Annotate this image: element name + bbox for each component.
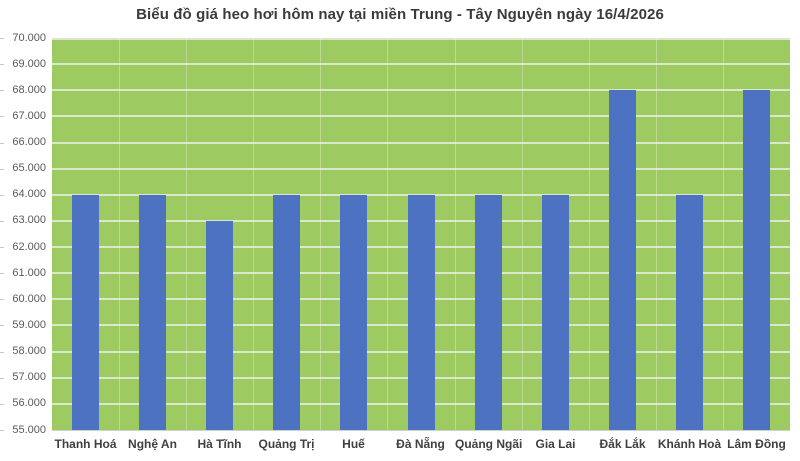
category-separator xyxy=(656,38,657,430)
y-tick-label: 59.000 xyxy=(12,319,46,331)
y-tick-label: 62.000 xyxy=(12,241,46,253)
x-tick-label: Gia Lai xyxy=(535,437,576,451)
y-tick-mark xyxy=(0,273,4,274)
x-tick-label: Lâm Đồng xyxy=(727,437,786,451)
y-tick-mark xyxy=(0,247,4,248)
x-tick-label: Quảng Ngãi xyxy=(455,437,523,451)
y-gridline xyxy=(52,168,790,170)
y-tick-label: 66.000 xyxy=(12,136,46,148)
bar-huế xyxy=(340,195,367,430)
y-gridline xyxy=(52,63,790,65)
y-tick-mark xyxy=(0,325,4,326)
chart-title: Biểu đồ giá heo hơi hôm nay tại miền Tru… xyxy=(136,6,664,23)
category-separator xyxy=(119,38,120,430)
x-tick-label: Đắk Lắk xyxy=(599,437,646,451)
y-tick-mark xyxy=(0,195,4,196)
x-tick-label: Thanh Hoá xyxy=(54,437,117,451)
plot-area xyxy=(52,38,790,430)
y-tick-label: 55.000 xyxy=(12,424,46,436)
x-tick-label: Đà Nẵng xyxy=(396,437,445,451)
bar-thanh-hoá xyxy=(72,195,99,430)
x-tick-label: Khánh Hoà xyxy=(657,437,722,451)
y-tick-mark xyxy=(0,116,4,117)
bar-quảng-ngãi xyxy=(475,195,502,430)
y-tick-mark xyxy=(0,38,4,39)
category-separator xyxy=(387,38,388,430)
y-tick-label: 68.000 xyxy=(12,84,46,96)
x-axis-line xyxy=(52,430,790,431)
y-tick-mark xyxy=(0,169,4,170)
y-tick-label: 57.000 xyxy=(12,371,46,383)
category-separator xyxy=(320,38,321,430)
bar-đắk-lắk xyxy=(609,90,636,430)
y-gridline xyxy=(52,38,790,40)
x-tick-label: Nghệ An xyxy=(128,437,177,451)
y-tick-label: 56.000 xyxy=(12,397,46,409)
y-tick-label: 65.000 xyxy=(12,162,46,174)
y-tick-mark xyxy=(0,299,4,300)
bar-khánh-hoà xyxy=(676,195,703,430)
bar-nghệ-an xyxy=(139,195,166,430)
y-gridline xyxy=(52,115,790,117)
y-tick-mark xyxy=(0,404,4,405)
category-separator xyxy=(522,38,523,430)
y-tick-mark xyxy=(0,378,4,379)
bar-quảng-trị xyxy=(273,195,300,430)
category-separator xyxy=(723,38,724,430)
category-separator xyxy=(186,38,187,430)
y-gridline xyxy=(52,142,790,144)
y-tick-label: 58.000 xyxy=(12,345,46,357)
y-tick-label: 64.000 xyxy=(12,188,46,200)
y-tick-label: 63.000 xyxy=(12,214,46,226)
y-tick-label: 61.000 xyxy=(12,267,46,279)
bar-hà-tĩnh xyxy=(206,221,233,430)
y-tick-mark xyxy=(0,143,4,144)
category-separator xyxy=(589,38,590,430)
category-separator xyxy=(253,38,254,430)
bar-lâm-đồng xyxy=(743,90,770,430)
y-tick-label: 69.000 xyxy=(12,58,46,70)
y-tick-label: 60.000 xyxy=(12,293,46,305)
y-tick-mark xyxy=(0,430,4,431)
y-gridline xyxy=(52,89,790,91)
y-tick-mark xyxy=(0,90,4,91)
y-tick-mark xyxy=(0,352,4,353)
bar-gia-lai xyxy=(542,195,569,430)
y-tick-label: 67.000 xyxy=(12,110,46,122)
y-tick-mark xyxy=(0,64,4,65)
x-tick-label: Quảng Trị xyxy=(258,437,315,451)
x-tick-label: Huế xyxy=(342,437,365,451)
x-tick-label: Hà Tĩnh xyxy=(197,437,242,451)
category-separator xyxy=(455,38,456,430)
bar-đà-nẵng xyxy=(408,195,435,430)
y-tick-label: 70.000 xyxy=(12,32,46,44)
y-tick-mark xyxy=(0,221,4,222)
